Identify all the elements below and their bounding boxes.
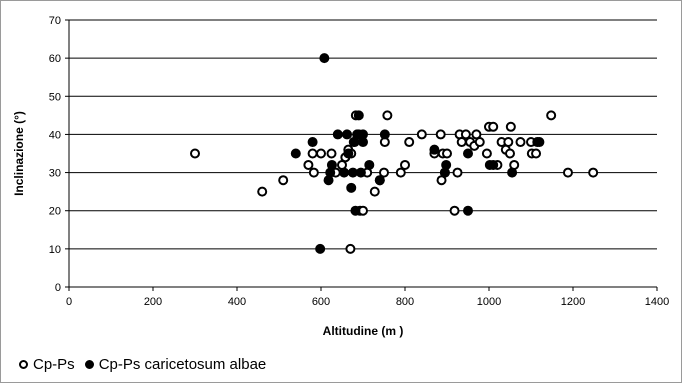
data-point-cp-ps bbox=[257, 186, 268, 197]
legend-label-cp-ps: Cp-Ps bbox=[33, 356, 75, 373]
data-point-cp-ps bbox=[345, 243, 356, 254]
x-tick-label: 800 bbox=[396, 296, 414, 308]
data-point-cp-ps-caricetosum-albae bbox=[429, 144, 440, 155]
x-tick-label: 0 bbox=[66, 296, 72, 308]
data-point-cp-ps bbox=[379, 167, 389, 178]
data-point-cp-ps bbox=[452, 167, 463, 178]
chart-legend: Cp-Ps Cp-Ps caricetosum albae bbox=[19, 356, 276, 373]
data-point-cp-ps bbox=[588, 167, 599, 178]
data-point-cp-ps bbox=[515, 137, 526, 148]
data-point-cp-ps-caricetosum-albae bbox=[290, 148, 301, 159]
data-points bbox=[190, 53, 599, 254]
y-tick-label: 50 bbox=[49, 91, 61, 103]
data-point-cp-ps bbox=[395, 167, 406, 178]
data-point-cp-ps-caricetosum-albae bbox=[463, 205, 473, 216]
x-tick-label: 200 bbox=[144, 296, 162, 308]
data-point-cp-ps bbox=[460, 129, 471, 140]
data-point-cp-ps bbox=[456, 137, 467, 148]
data-point-cp-ps-caricetosum-albae bbox=[374, 175, 385, 186]
open-circle-icon bbox=[19, 360, 28, 369]
data-point-cp-ps bbox=[562, 167, 573, 178]
data-point-cp-ps bbox=[531, 148, 542, 159]
data-point-cp-ps-caricetosum-albae bbox=[326, 159, 337, 170]
data-point-cp-ps-caricetosum-albae bbox=[534, 137, 545, 148]
y-tick-label: 10 bbox=[49, 244, 61, 256]
data-point-cp-ps-caricetosum-albae bbox=[463, 148, 473, 159]
data-point-cp-ps bbox=[442, 148, 452, 159]
data-point-cp-ps bbox=[190, 148, 200, 159]
y-axis-title: Inclinazione (°) bbox=[12, 111, 26, 196]
data-point-cp-ps-caricetosum-albae bbox=[343, 148, 354, 159]
x-tick-label: 1400 bbox=[645, 296, 669, 308]
legend-label-cp-ps-caricetosum-albae: Cp-Ps caricetosum albae bbox=[98, 356, 267, 373]
axes bbox=[65, 19, 658, 291]
data-point-cp-ps bbox=[303, 159, 314, 170]
data-point-cp-ps bbox=[481, 148, 492, 159]
data-point-cp-ps-caricetosum-albae bbox=[441, 159, 452, 170]
data-point-cp-ps bbox=[308, 167, 319, 178]
data-point-cp-ps-caricetosum-albae bbox=[364, 159, 375, 170]
data-point-cp-ps bbox=[449, 205, 460, 216]
data-point-cp-ps-caricetosum-albae bbox=[315, 243, 326, 254]
data-point-cp-ps bbox=[404, 137, 415, 148]
data-point-cp-ps-caricetosum-albae bbox=[355, 167, 366, 178]
data-point-cp-ps-caricetosum-albae bbox=[379, 129, 390, 140]
data-point-cp-ps bbox=[505, 121, 516, 132]
data-point-cp-ps bbox=[474, 137, 485, 148]
x-tick-label: 1000 bbox=[477, 296, 501, 308]
x-tick-label: 1200 bbox=[561, 296, 585, 308]
data-point-cp-ps-caricetosum-albae bbox=[332, 129, 343, 140]
y-tick-label: 70 bbox=[49, 15, 61, 27]
data-point-cp-ps bbox=[369, 186, 380, 197]
data-point-cp-ps-caricetosum-albae bbox=[350, 205, 361, 216]
y-tick-label: 30 bbox=[49, 168, 61, 180]
x-tick-label: 600 bbox=[312, 296, 330, 308]
data-point-cp-ps-caricetosum-albae bbox=[358, 137, 368, 148]
data-point-cp-ps bbox=[326, 148, 337, 159]
data-point-cp-ps-caricetosum-albae bbox=[353, 110, 364, 121]
data-point-cp-ps-caricetosum-albae bbox=[339, 167, 350, 178]
data-point-cp-ps bbox=[400, 159, 410, 170]
legend-item-cp-ps-caricetosum-albae: Cp-Ps caricetosum albae bbox=[84, 356, 267, 373]
x-tick-label: 400 bbox=[228, 296, 246, 308]
data-point-cp-ps bbox=[416, 129, 427, 140]
data-point-cp-ps bbox=[546, 110, 557, 121]
data-point-cp-ps-caricetosum-albae bbox=[307, 137, 318, 148]
x-axis-title: Altitudine (m ) bbox=[323, 324, 404, 338]
y-tick-label: 60 bbox=[49, 53, 61, 65]
filled-circle-icon bbox=[84, 360, 94, 369]
data-point-cp-ps bbox=[316, 148, 326, 159]
data-point-cp-ps bbox=[488, 121, 499, 132]
data-point-cp-ps bbox=[307, 148, 318, 159]
data-point-cp-ps-caricetosum-albae bbox=[319, 53, 330, 64]
data-point-cp-ps bbox=[278, 175, 289, 186]
y-tick-label: 20 bbox=[49, 206, 61, 218]
data-point-cp-ps-caricetosum-albae bbox=[347, 167, 358, 178]
data-point-cp-ps bbox=[503, 137, 514, 148]
y-tick-label: 0 bbox=[55, 282, 61, 294]
data-point-cp-ps bbox=[382, 110, 393, 121]
data-point-cp-ps-caricetosum-albae bbox=[507, 167, 518, 178]
data-point-cp-ps bbox=[505, 148, 515, 159]
data-point-cp-ps bbox=[435, 129, 446, 140]
data-point-cp-ps-caricetosum-albae bbox=[346, 182, 357, 193]
y-tick-label: 40 bbox=[49, 129, 61, 141]
tick-labels: 0 10 20 30 40 50 60 70 0 200 400 600 800 1000 1200 1400 bbox=[49, 15, 669, 308]
data-point-cp-ps-caricetosum-albae bbox=[488, 159, 499, 170]
legend-item-cp-ps: Cp-Ps bbox=[19, 356, 75, 373]
data-point-cp-ps-caricetosum-albae bbox=[342, 129, 353, 140]
